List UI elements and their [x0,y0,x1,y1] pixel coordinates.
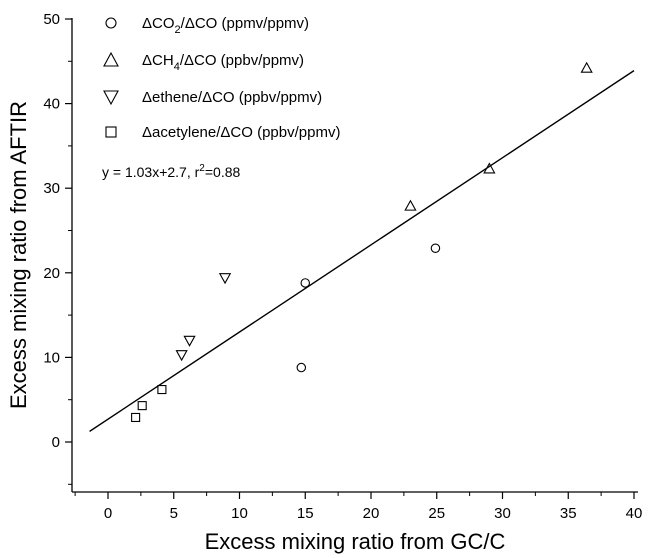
data-point [404,199,417,211]
data-point [483,162,496,174]
data-point [300,278,310,288]
fit-equation-sup: 2 [199,163,205,174]
regression-line [89,70,635,432]
y-axis-title: Excess mixing ratio from AFTIR [6,101,31,409]
axis-ticks: 0 5 10 15 20 25 30 35 40 0 10 20 30 40 50 [43,11,642,522]
x-tick-label: 40 [626,505,643,522]
data-point [218,273,232,285]
legend-marker [103,51,119,67]
legend-label: Δacetylene/ΔCO (ppbv/ppmv) [142,124,340,141]
x-tick-label: 15 [297,505,314,522]
y-tick-label: 40 [43,96,60,113]
x-tick-label: 20 [363,505,380,522]
x-tick-label: 0 [104,505,112,522]
y-tick-label: 30 [43,180,60,197]
data-point [430,243,441,254]
y-tick-label: 0 [52,434,60,451]
x-tick-label: 10 [231,505,248,522]
data-point [157,384,167,395]
legend-marker [103,90,119,106]
data-points [131,61,593,423]
data-point [183,335,196,347]
legend-label: Δethene/ΔCO (ppbv/ppmv) [142,89,322,106]
fit-equation: y = 1.03x+2.7, r2=0.88 [102,163,240,180]
legend-label: ΔCO2/ΔCO (ppmv/ppmv) [142,15,309,36]
x-tick-label: 5 [170,505,178,522]
fit-equation-suffix: =0.88 [205,164,241,180]
x-tick-label: 35 [560,505,577,522]
x-tick-label: 30 [494,505,511,522]
chart-legend: ΔCO2/ΔCO (ppmv/ppmv) ΔCH4/ΔCO (ppbv/ppmv)… [103,15,340,141]
fit-equation-prefix: y = 1.03x+2.7, r [102,164,200,180]
y-tick-label: 20 [43,265,60,282]
legend-marker [105,17,117,29]
data-point [175,350,188,362]
y-tick-label: 50 [43,11,60,28]
data-point [137,401,147,411]
legend-marker [105,126,117,138]
data-point [131,412,141,423]
data-point [296,362,307,373]
fit-line-group [89,70,635,432]
x-axis-title: Excess mixing ratio from GC/C [205,529,506,554]
y-tick-label: 10 [43,349,60,366]
x-tick-label: 25 [428,505,445,522]
legend-label: ΔCH4/ΔCO (ppbv/ppmv) [142,52,304,73]
data-point [580,61,593,73]
